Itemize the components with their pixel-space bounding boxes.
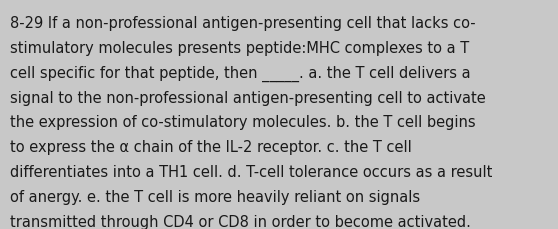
Text: signal to the non-professional antigen-presenting cell to activate: signal to the non-professional antigen-p… xyxy=(10,90,486,105)
Text: to express the α chain of the IL-2 receptor. c. the T cell: to express the α chain of the IL-2 recep… xyxy=(10,140,412,155)
Text: transmitted through CD4 or CD8 in order to become activated.: transmitted through CD4 or CD8 in order … xyxy=(10,214,471,229)
Text: of anergy. e. the T cell is more heavily reliant on signals: of anergy. e. the T cell is more heavily… xyxy=(10,189,420,204)
Text: stimulatory molecules presents peptide:MHC complexes to a T: stimulatory molecules presents peptide:M… xyxy=(10,41,469,56)
Text: differentiates into a TH1 cell. d. T-cell tolerance occurs as a result: differentiates into a TH1 cell. d. T-cel… xyxy=(10,164,492,179)
Text: cell specific for that peptide, then _____. a. the T cell delivers a: cell specific for that peptide, then ___… xyxy=(10,65,470,82)
Text: the expression of co-stimulatory molecules. b. the T cell begins: the expression of co-stimulatory molecul… xyxy=(10,115,475,130)
Text: 8-29 If a non-professional antigen-presenting cell that lacks co-: 8-29 If a non-professional antigen-prese… xyxy=(10,16,475,31)
